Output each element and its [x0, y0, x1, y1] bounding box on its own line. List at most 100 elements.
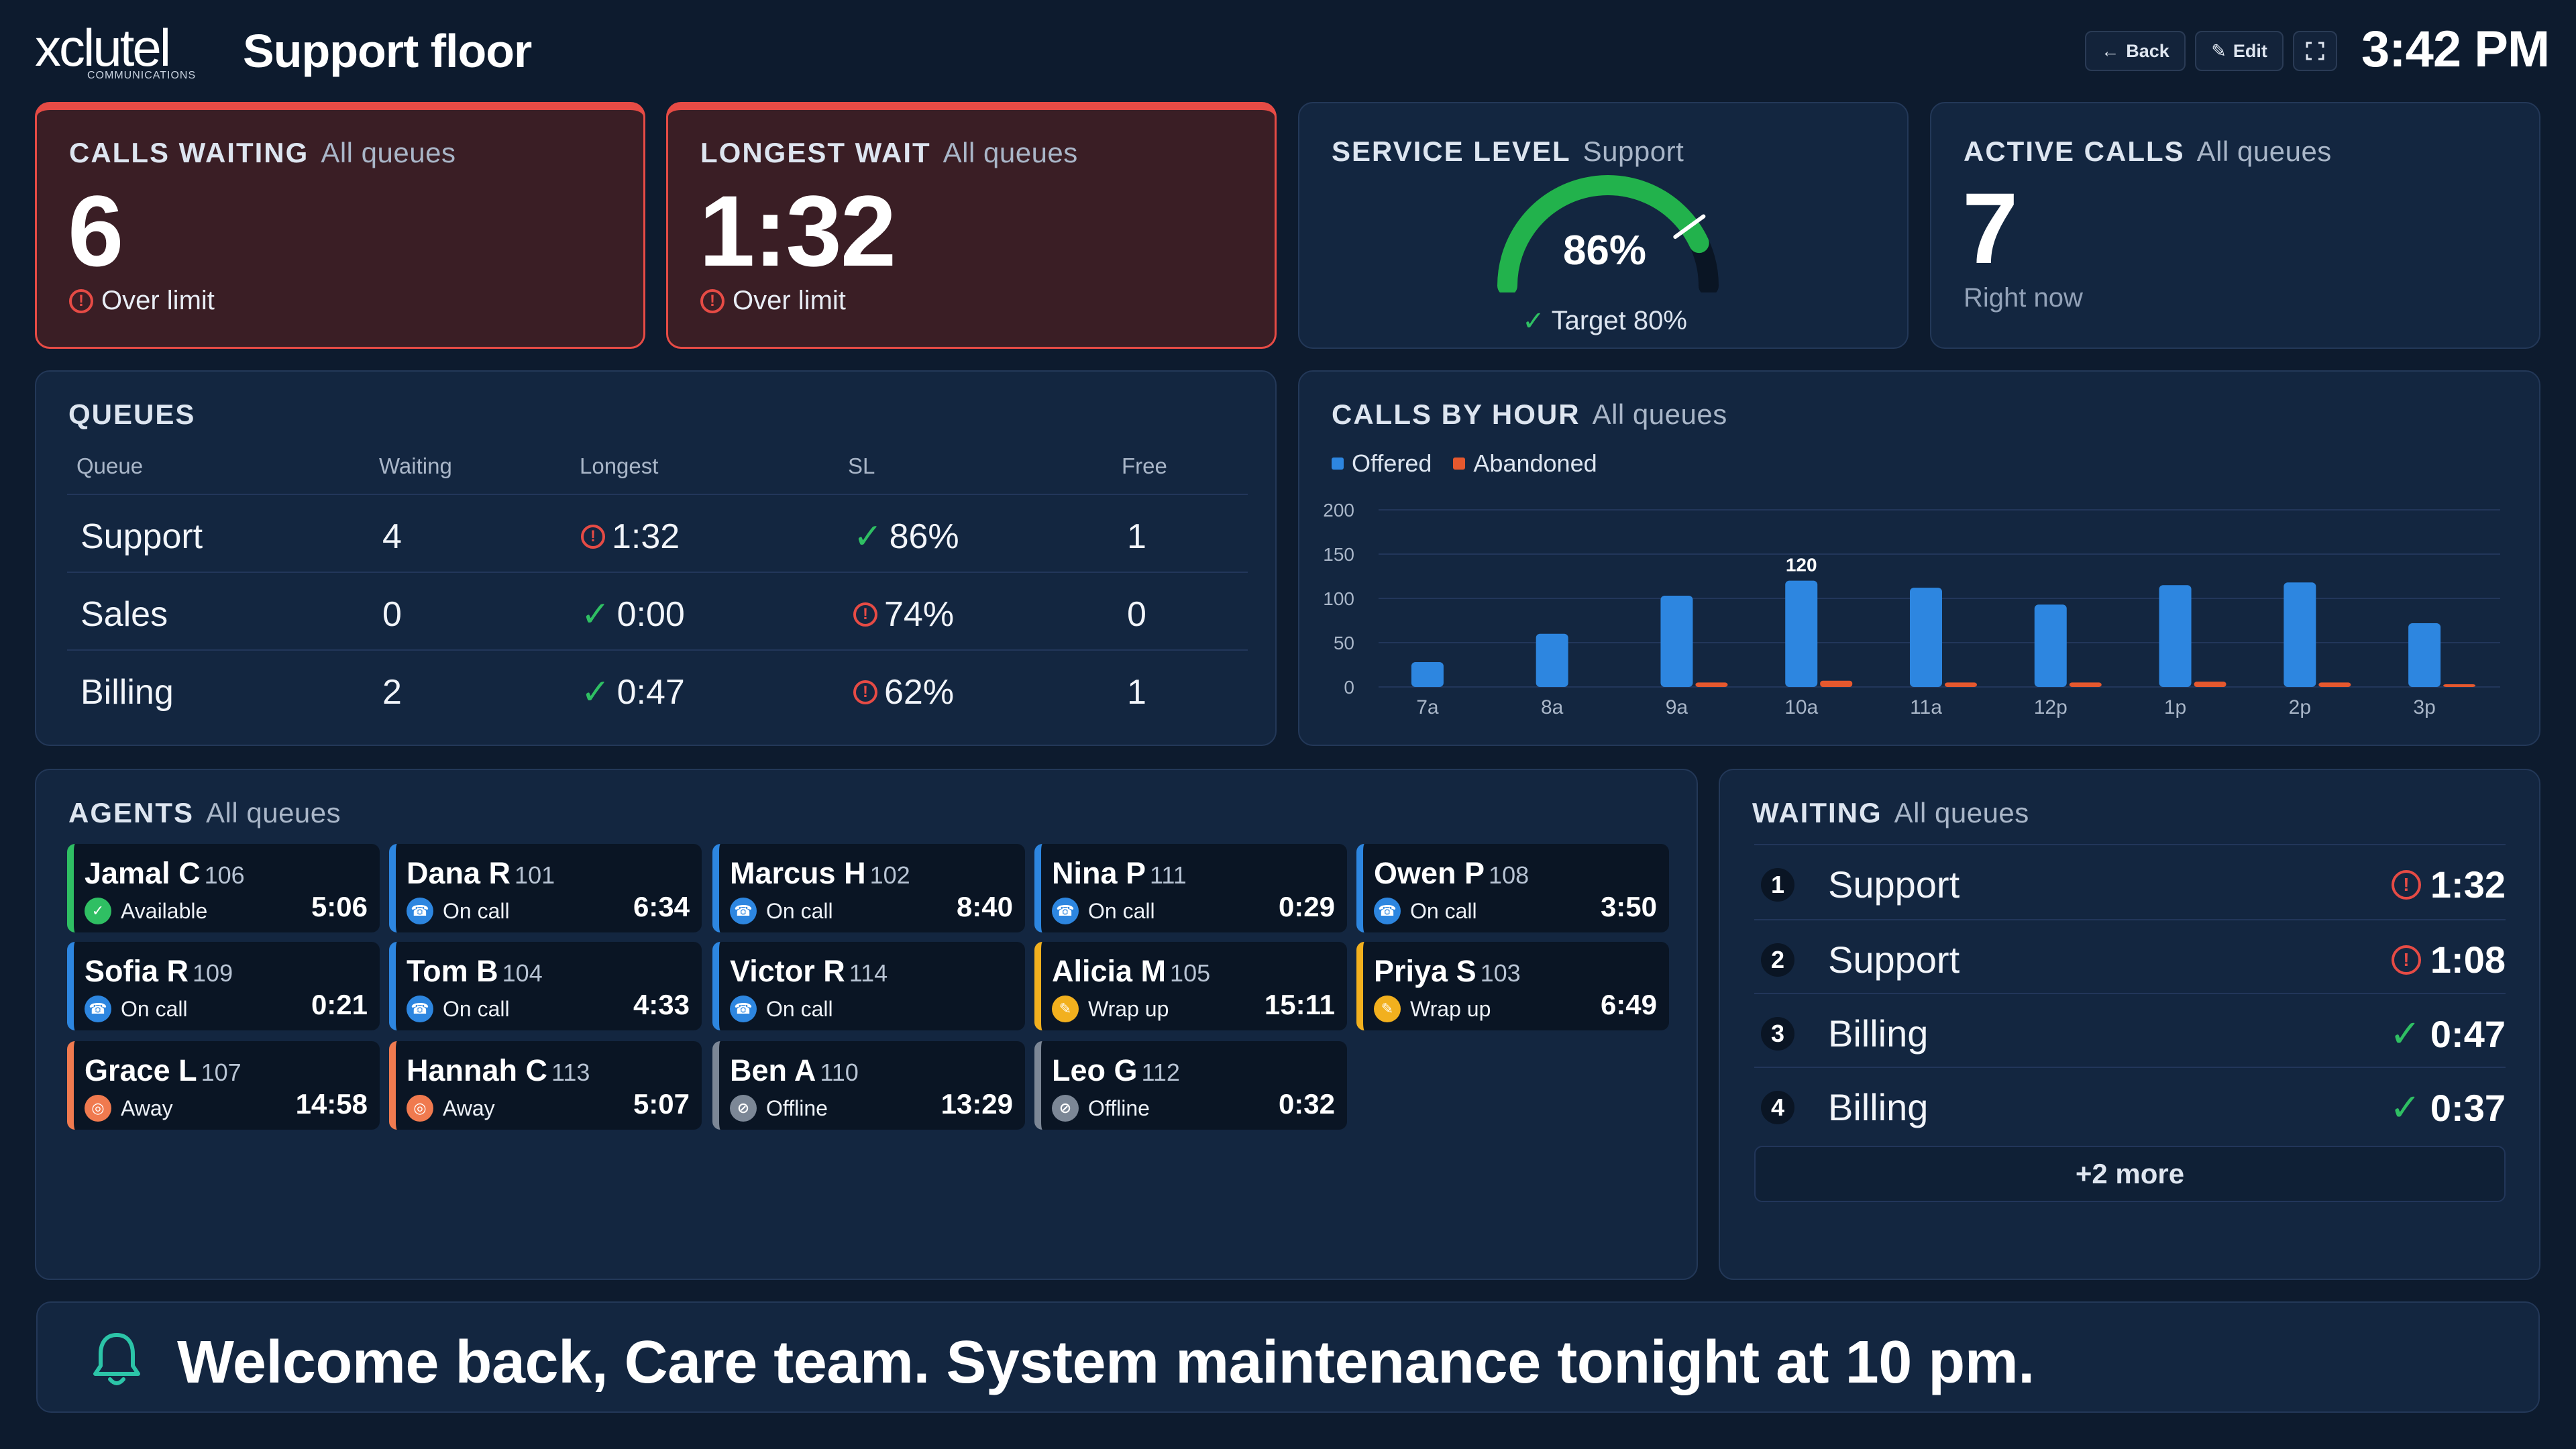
agent-card[interactable]: Alicia M 105 ✎ Wrap up 15:11	[1034, 942, 1347, 1030]
bar-abandoned	[2194, 682, 2226, 687]
agent-extension: 101	[515, 861, 555, 889]
agent-card[interactable]: Tom B 104 ☎ On call 4:33	[389, 942, 702, 1030]
queue-sl: ! 62%	[853, 672, 954, 712]
service-level-card: SERVICE LEVEL Support 86% ✓ Target 80%	[1298, 102, 1909, 349]
agent-status-text: Available	[121, 898, 208, 923]
back-button-label: Back	[2126, 40, 2169, 61]
active-calls-value: 7	[1962, 172, 2018, 284]
agent-card[interactable]: Marcus H 102 ☎ On call 8:40	[712, 844, 1025, 932]
fullscreen-button[interactable]	[2293, 31, 2337, 71]
queue-free: 1	[1127, 517, 1146, 557]
agent-status: ⊘ Offline	[1052, 1095, 1150, 1122]
back-button[interactable]: ← Back	[2085, 31, 2186, 71]
agents-title: AGENTS All queues	[68, 797, 341, 829]
bar-abandoned	[2443, 684, 2476, 687]
agent-status: ☎ On call	[1052, 898, 1155, 924]
bar-offered	[2159, 585, 2192, 687]
x-tick-label: 8a	[1541, 696, 1564, 718]
check-circle-icon: ✓	[85, 898, 111, 924]
alert-icon: !	[700, 288, 724, 313]
calls-by-hour-chart: 0 50 100 150 200 7a 8a 9a 10a 11a 12p 1p 2p 3p 120	[1323, 500, 2500, 718]
agent-card[interactable]: Sofia R 109 ☎ On call 0:21	[67, 942, 380, 1030]
chart-legend: Offered Abandoned	[1332, 449, 1597, 478]
phone-icon: ☎	[730, 898, 757, 924]
chart-title: CALLS BY HOUR All queues	[1332, 398, 1727, 431]
show-more-button[interactable]: +2 more	[1754, 1146, 2506, 1202]
agent-card[interactable]: Victor R 114 ☎ On call	[712, 942, 1025, 1030]
queue-free: 0	[1127, 594, 1146, 635]
agent-card[interactable]: Leo G 112 ⊘ Offline 0:32	[1034, 1041, 1347, 1130]
agent-name: Leo G	[1052, 1053, 1138, 1087]
offline-icon: ⊘	[1052, 1095, 1079, 1122]
agent-card[interactable]: Dana R 101 ☎ On call 6:34	[389, 844, 702, 932]
agent-status: ☎ On call	[1374, 898, 1477, 924]
agent-status-text: Offline	[1088, 1095, 1150, 1120]
waiting-queue: Support	[1828, 863, 1960, 906]
legend-label-abandoned: Abandoned	[1473, 449, 1597, 477]
agent-status-text: On call	[1410, 898, 1477, 923]
edit-button[interactable]: ✎ Edit	[2195, 31, 2284, 71]
agent-card[interactable]: Priya S 103 ✎ Wrap up 6:49	[1356, 942, 1669, 1030]
agent-extension: 103	[1480, 959, 1521, 987]
bar-abandoned	[2069, 682, 2102, 687]
agent-timer: 6:49	[1600, 989, 1657, 1020]
agent-name-line: Leo G 112	[1052, 1053, 1180, 1088]
check-icon: ✓	[2389, 1086, 2421, 1128]
agent-name: Hannah C	[407, 1053, 548, 1087]
agent-name: Jamal C	[85, 856, 201, 890]
agent-name: Priya S	[1374, 954, 1477, 988]
agent-status: ✎ Wrap up	[1374, 996, 1491, 1022]
queue-name: Support	[80, 517, 203, 557]
agent-extension: 112	[1141, 1059, 1180, 1086]
agent-name-line: Priya S 103	[1374, 954, 1521, 989]
bar-offered	[2408, 623, 2441, 687]
agent-extension: 104	[502, 959, 543, 987]
agent-card[interactable]: Hannah C 113 ◎ Away 5:07	[389, 1041, 702, 1130]
announcement-banner: Welcome back, Care team. System maintena…	[36, 1301, 2540, 1413]
agent-timer: 4:33	[633, 989, 690, 1020]
active-calls-scope: All queues	[2196, 136, 2332, 167]
service-level-gauge	[1497, 175, 1719, 292]
queue-free: 1	[1127, 672, 1146, 712]
active-calls-card: ACTIVE CALLS All queues 7 Right now	[1930, 102, 2540, 349]
alert-icon: !	[581, 525, 605, 549]
edit-icon: ✎	[2211, 40, 2226, 61]
queue-longest: ✓ 0:47	[581, 672, 685, 712]
agent-extension: 111	[1150, 861, 1187, 889]
calls-waiting-card: CALLS WAITING All queues 6 ! Over limit	[35, 102, 645, 349]
agent-name-line: Owen P 108	[1374, 856, 1529, 891]
queues-col-queue: Queue	[76, 453, 144, 478]
y-tick-label: 150	[1323, 544, 1354, 565]
queue-free-text: 1	[1127, 517, 1146, 556]
bar-abandoned	[1695, 682, 1728, 687]
queue-free-text: 1	[1127, 673, 1146, 712]
phone-icon: ☎	[407, 996, 433, 1022]
agent-name-line: Sofia R 109	[85, 954, 233, 989]
agent-name: Sofia R	[85, 954, 189, 988]
queue-name: Billing	[80, 672, 174, 712]
phone-icon: ☎	[730, 996, 757, 1022]
waiting-queue: Billing	[1828, 1012, 1929, 1055]
agent-name-line: Hannah C 113	[407, 1053, 590, 1088]
away-icon: ◎	[85, 1095, 111, 1122]
queue-name-text: Billing	[80, 673, 174, 712]
agent-timer: 14:58	[295, 1088, 368, 1120]
x-tick-label: 2p	[2289, 696, 2311, 718]
active-calls-title: ACTIVE CALLS All queues	[1964, 136, 2332, 168]
agent-card[interactable]: Grace L 107 ◎ Away 14:58	[67, 1041, 380, 1130]
queue-sl-text: 62%	[884, 673, 955, 712]
agent-card[interactable]: Ben A 110 ⊘ Offline 13:29	[712, 1041, 1025, 1130]
bar-offered	[1660, 596, 1693, 687]
queue-longest-text: 0:47	[616, 673, 685, 712]
agent-card[interactable]: Owen P 108 ☎ On call 3:50	[1356, 844, 1669, 932]
agent-extension: 107	[201, 1059, 241, 1086]
agent-status-text: Wrap up	[1410, 996, 1491, 1021]
agent-card[interactable]: Jamal C 106 ✓ Available 5:06	[67, 844, 380, 932]
queue-name-text: Support	[80, 517, 203, 556]
calls-waiting-scope: All queues	[321, 137, 456, 168]
agent-name-line: Marcus H 102	[730, 856, 910, 891]
agent-timer: 13:29	[941, 1088, 1013, 1120]
calls-waiting-value: 6	[68, 174, 123, 287]
agent-card[interactable]: Nina P 111 ☎ On call 0:29	[1034, 844, 1347, 932]
